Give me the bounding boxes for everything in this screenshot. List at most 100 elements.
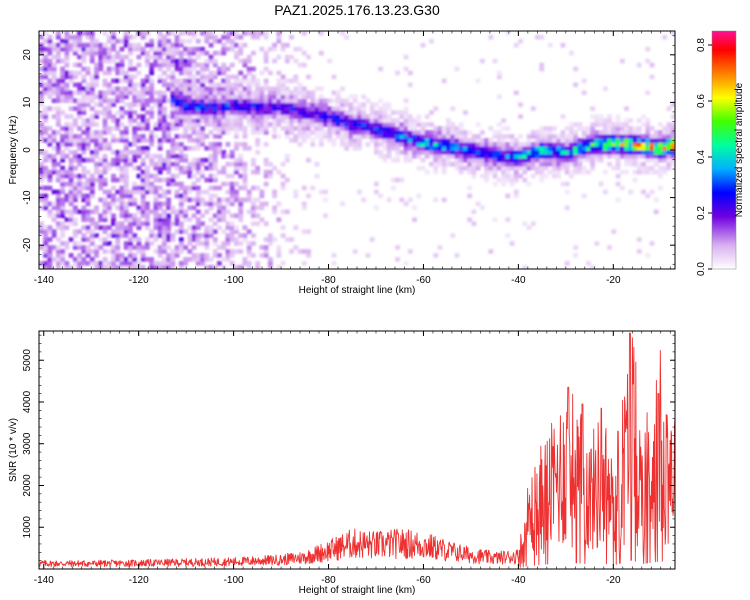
heatmap-cell	[344, 122, 350, 127]
snr-x-tick-label: -120	[129, 575, 149, 586]
heatmap-cell	[81, 146, 87, 151]
heatmap-cell	[301, 106, 307, 111]
heatmap-cell	[607, 146, 612, 151]
heatmap-cell	[136, 90, 142, 96]
heatmap-cell	[212, 94, 218, 100]
heatmap-cell	[450, 122, 456, 127]
snr-y-tick-label: 1000	[22, 516, 33, 539]
heatmap-cell	[225, 189, 231, 195]
heatmap-cell	[382, 157, 388, 163]
heatmap-cell	[577, 161, 583, 167]
heatmap-cell	[556, 153, 562, 159]
heatmap-cell	[115, 126, 121, 131]
heatmap-cell	[263, 34, 269, 40]
heatmap-cell	[140, 257, 146, 262]
heatmap-cell	[174, 90, 180, 96]
heatmap-y-tick-label: 20	[22, 49, 33, 61]
heatmap-cell	[318, 126, 324, 131]
heatmap-cell	[77, 161, 82, 167]
heatmap-cell	[280, 82, 286, 88]
heatmap-cell	[102, 205, 108, 211]
heatmap-cell	[318, 106, 324, 111]
heatmap-cell	[479, 142, 485, 147]
heatmap-cell	[327, 138, 333, 143]
heatmap-cell	[47, 94, 53, 100]
heatmap-cell	[352, 134, 358, 139]
heatmap-cell	[89, 90, 95, 96]
heatmap-cell	[492, 181, 498, 187]
heatmap-cell	[390, 157, 396, 163]
heatmap-cell	[183, 38, 188, 44]
colorbar-ramp	[711, 30, 737, 270]
heatmap-cell	[255, 102, 261, 107]
heatmap-cell	[200, 233, 205, 238]
heatmap-cell	[518, 165, 523, 171]
heatmap-cell	[513, 142, 519, 147]
heatmap-cell	[191, 157, 197, 163]
heatmap-cell	[306, 90, 311, 96]
heatmap-cell	[263, 245, 269, 250]
heatmap-cell	[352, 126, 358, 131]
heatmap-cell	[212, 213, 218, 219]
heatmap-cell	[272, 193, 278, 199]
heatmap-cell	[267, 161, 273, 167]
heatmap-cell	[60, 221, 66, 226]
heatmap-cell	[68, 70, 74, 76]
heatmap-cell	[234, 98, 239, 103]
heatmap-cell	[170, 118, 176, 123]
heatmap-cell	[463, 150, 468, 155]
heatmap-cell	[242, 225, 248, 230]
heatmap-cell	[195, 62, 201, 68]
heatmap-cell	[89, 233, 95, 238]
heatmap-cell	[382, 142, 388, 147]
heatmap-cell	[55, 169, 61, 175]
heatmap-cell	[60, 257, 66, 262]
heatmap-cell	[619, 146, 625, 151]
heatmap-cell	[94, 142, 99, 147]
heatmap-cell	[221, 34, 227, 40]
heatmap-cell	[136, 189, 142, 195]
heatmap-cell	[484, 173, 490, 179]
heatmap-cell	[81, 102, 87, 107]
heatmap-cell	[552, 146, 557, 151]
heatmap-cell	[145, 173, 150, 179]
heatmap-cell	[357, 114, 362, 119]
heatmap-cell	[407, 134, 413, 139]
heatmap-cell	[94, 42, 99, 48]
heatmap-cell	[467, 130, 473, 135]
heatmap-cell	[594, 114, 600, 119]
heatmap-cell	[94, 253, 99, 258]
heatmap-cell	[441, 165, 447, 171]
heatmap-cell	[488, 249, 494, 254]
heatmap-cell	[636, 237, 642, 242]
heatmap-cell	[344, 134, 350, 139]
heatmap-cell	[263, 54, 269, 60]
heatmap-cell	[662, 34, 668, 40]
heatmap-cell	[238, 110, 244, 115]
heatmap-cell	[200, 50, 205, 56]
heatmap-cell	[43, 46, 49, 52]
heatmap-cell	[174, 78, 180, 84]
heatmap-cell	[632, 146, 638, 151]
heatmap-cell	[624, 106, 629, 111]
heatmap-cell	[81, 118, 87, 123]
heatmap-cell	[611, 229, 617, 234]
heatmap-cell	[187, 197, 193, 203]
heatmap-cell	[373, 138, 379, 143]
heatmap-cell	[64, 90, 70, 96]
heatmap-cell	[77, 157, 82, 163]
heatmap-cell	[335, 130, 341, 135]
heatmap-cell	[573, 153, 579, 159]
heatmap-cell	[153, 249, 159, 254]
heatmap-cell	[344, 34, 350, 40]
heatmap-cell	[543, 150, 549, 155]
heatmap-cell	[217, 185, 222, 191]
heatmap-cell	[174, 181, 180, 187]
heatmap-cell	[416, 130, 422, 135]
heatmap-cell	[64, 58, 70, 64]
heatmap-cell	[310, 118, 316, 123]
heatmap-cell	[403, 66, 409, 72]
heatmap-cell	[60, 46, 66, 52]
heatmap-cell	[94, 130, 99, 135]
heatmap-cell	[348, 126, 354, 131]
